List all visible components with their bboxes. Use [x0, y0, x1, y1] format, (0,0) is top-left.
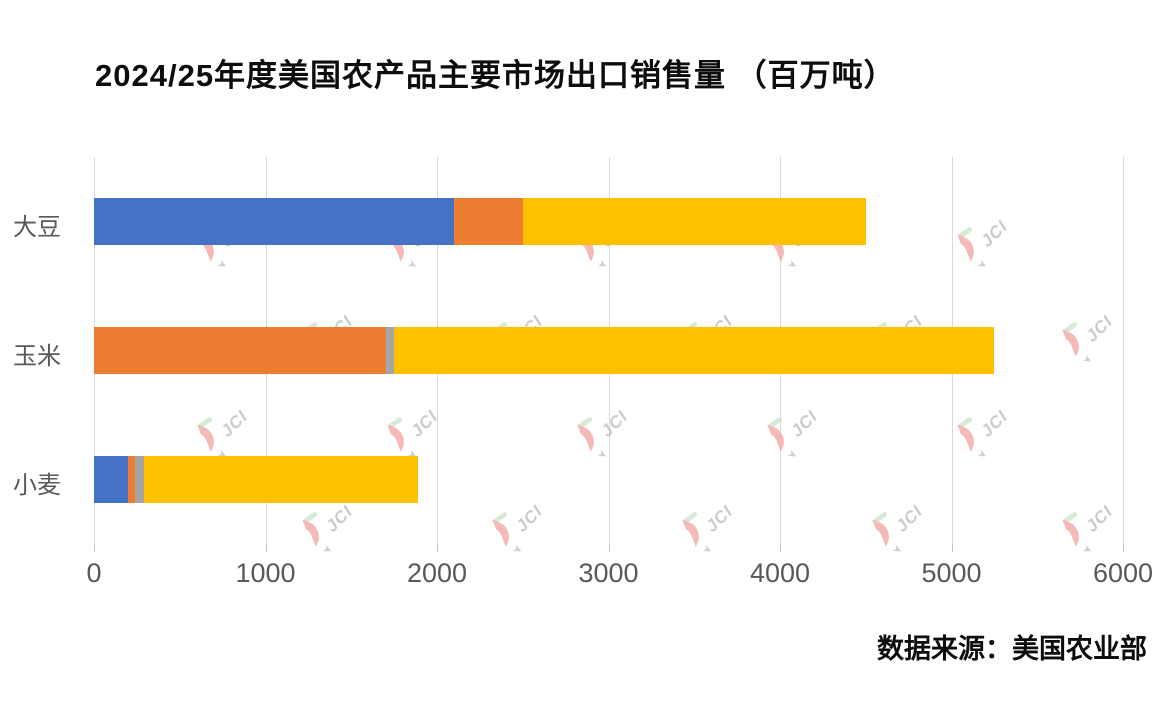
- watermark-hook-icon: [293, 518, 325, 548]
- watermark-jci-text: JCI: [702, 501, 737, 536]
- watermark-tail-icon: ➤: [595, 257, 610, 273]
- x-axis-tick: [951, 545, 953, 552]
- bar-row-1: [94, 198, 1123, 245]
- watermark-tail-icon: ➤: [1080, 542, 1095, 558]
- bar-segment-yellow: [394, 327, 995, 374]
- x-axis-tick: [265, 545, 267, 552]
- bar-segment-blue: [94, 198, 455, 245]
- x-axis-tick-label: 5000: [921, 558, 982, 588]
- watermark-tail-icon: ➤: [890, 542, 905, 558]
- x-axis-tick-label: 6000: [1092, 558, 1154, 588]
- watermark-jci-text: JCI: [322, 501, 357, 536]
- watermark-jci-text: JCI: [892, 501, 927, 536]
- x-axis: 0 1000 2000 3000 4000 5000 6000: [86, 558, 1153, 594]
- bar-segment-gray: [135, 456, 144, 503]
- watermark-tail-icon: ➤: [785, 257, 800, 273]
- watermark-hook-icon: [758, 423, 790, 453]
- watermark-jci-text: JCI: [597, 406, 632, 441]
- x-axis-tick-label: 0: [86, 558, 102, 588]
- x-axis-tick-label: 2000: [406, 558, 468, 588]
- watermark-hook-icon: [673, 518, 705, 548]
- x-axis-tick: [1123, 545, 1124, 552]
- x-axis-tick: [608, 545, 610, 552]
- watermark-jci-text: JCI: [407, 406, 442, 441]
- category-label-3: 小麦: [13, 471, 61, 499]
- bar-segment-blue: [94, 456, 129, 503]
- watermark-tail-icon: ➤: [320, 542, 335, 558]
- watermark-tail-icon: ➤: [700, 542, 715, 558]
- x-axis-tick: [94, 545, 95, 552]
- jci-watermark-logo: JCI ➤: [863, 501, 937, 559]
- jci-watermark-logo: JCI ➤: [293, 501, 367, 559]
- bar-segment-orange: [454, 198, 523, 245]
- watermark-jci-text: JCI: [787, 406, 822, 441]
- watermark-tail-icon: ➤: [215, 257, 230, 273]
- watermark-tail-icon: ➤: [405, 257, 420, 273]
- category-label-2: 玉米: [13, 342, 61, 370]
- jci-watermark-logo: JCI ➤: [483, 501, 557, 559]
- source-note: 数据来源：美国农业部: [877, 634, 1147, 664]
- bar-row-3: [94, 456, 1123, 503]
- watermark-hook-icon: [188, 423, 220, 453]
- watermark-tail-icon: ➤: [975, 257, 990, 273]
- watermark-jci-text: JCI: [1082, 501, 1117, 536]
- bar-row-2: [94, 327, 1123, 374]
- x-axis-tick: [437, 545, 438, 552]
- chart-title: 2024/25年度美国农产品主要市场出口销售量 （百万吨）: [95, 58, 896, 93]
- bar-segment-gray: [385, 327, 395, 374]
- plot-area: JCI ➤ JCI ➤ JCI ➤ JCI ➤ JCI ➤ JCI ➤ JCI ➤ JCI ➤ JCI ➤ JCI ➤…: [94, 157, 1124, 557]
- watermark-jci-text: JCI: [512, 501, 547, 536]
- jci-watermark-logo: JCI ➤: [673, 501, 747, 559]
- x-axis-tick: [780, 545, 781, 552]
- watermark-hook-icon: [863, 518, 895, 548]
- bar-segment-orange: [94, 327, 386, 374]
- watermark-jci-text: JCI: [217, 406, 252, 441]
- jci-watermark-logo: JCI ➤: [1053, 501, 1127, 559]
- x-axis-tick-label: 1000: [235, 558, 296, 588]
- watermark-hook-icon: [1053, 518, 1085, 548]
- watermark-hook-icon: [948, 423, 980, 453]
- x-axis-tick-label: 3000: [578, 558, 639, 588]
- bar-segment-yellow: [522, 198, 866, 245]
- watermark-jci-text: JCI: [977, 406, 1012, 441]
- watermark-hook-icon: [483, 518, 515, 548]
- watermark-hook-icon: [378, 423, 410, 453]
- bar-segment-yellow: [143, 456, 419, 503]
- x-axis-tick-label: 4000: [749, 558, 811, 588]
- watermark-hook-icon: [568, 423, 600, 453]
- bar-segment-orange: [128, 456, 136, 503]
- watermark-tail-icon: ➤: [510, 542, 525, 558]
- gridline: [1123, 157, 1124, 545]
- category-label-1: 大豆: [13, 213, 61, 241]
